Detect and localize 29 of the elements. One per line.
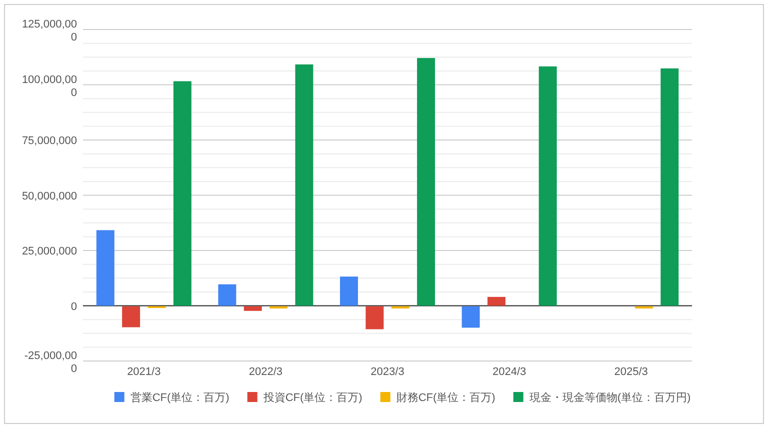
bar (96, 230, 114, 306)
y-tick-label: 100,000,000 (22, 74, 77, 99)
y-tick-label: -25,000,000 (24, 350, 77, 375)
x-tick-label: 2023/3 (370, 366, 404, 378)
y-tick-label: 50,000,000 (22, 190, 77, 202)
bar (660, 68, 679, 306)
y-tick-label: 125,000,000 (22, 18, 77, 44)
x-tick-label: 2022/3 (248, 366, 283, 378)
bar (173, 81, 192, 306)
bar (295, 64, 314, 306)
bar (538, 66, 557, 306)
bar (244, 306, 262, 311)
bar (218, 284, 236, 306)
x-tick-label: 2024/3 (492, 366, 526, 378)
x-tick-label: 2021/3 (127, 366, 161, 378)
bar (366, 306, 384, 330)
legend-label: 現金・現金等価物(単位：百万円) (529, 392, 691, 404)
bar (340, 276, 358, 306)
bar (122, 306, 140, 328)
x-tick-label: 2025/3 (614, 366, 648, 378)
y-tick-label: 0 (70, 300, 77, 313)
legend-label: 営業CF(単位：百万) (130, 391, 230, 404)
bar (462, 306, 480, 328)
legend-label: 投資CF(単位：百万) (262, 392, 362, 404)
bar (417, 58, 435, 306)
y-tick-label: 25,000,000 (22, 246, 77, 258)
y-tick-label: 75,000,000 (22, 135, 77, 147)
legend-label: 財務CF(単位：百万) (396, 392, 496, 404)
bar (487, 296, 506, 306)
